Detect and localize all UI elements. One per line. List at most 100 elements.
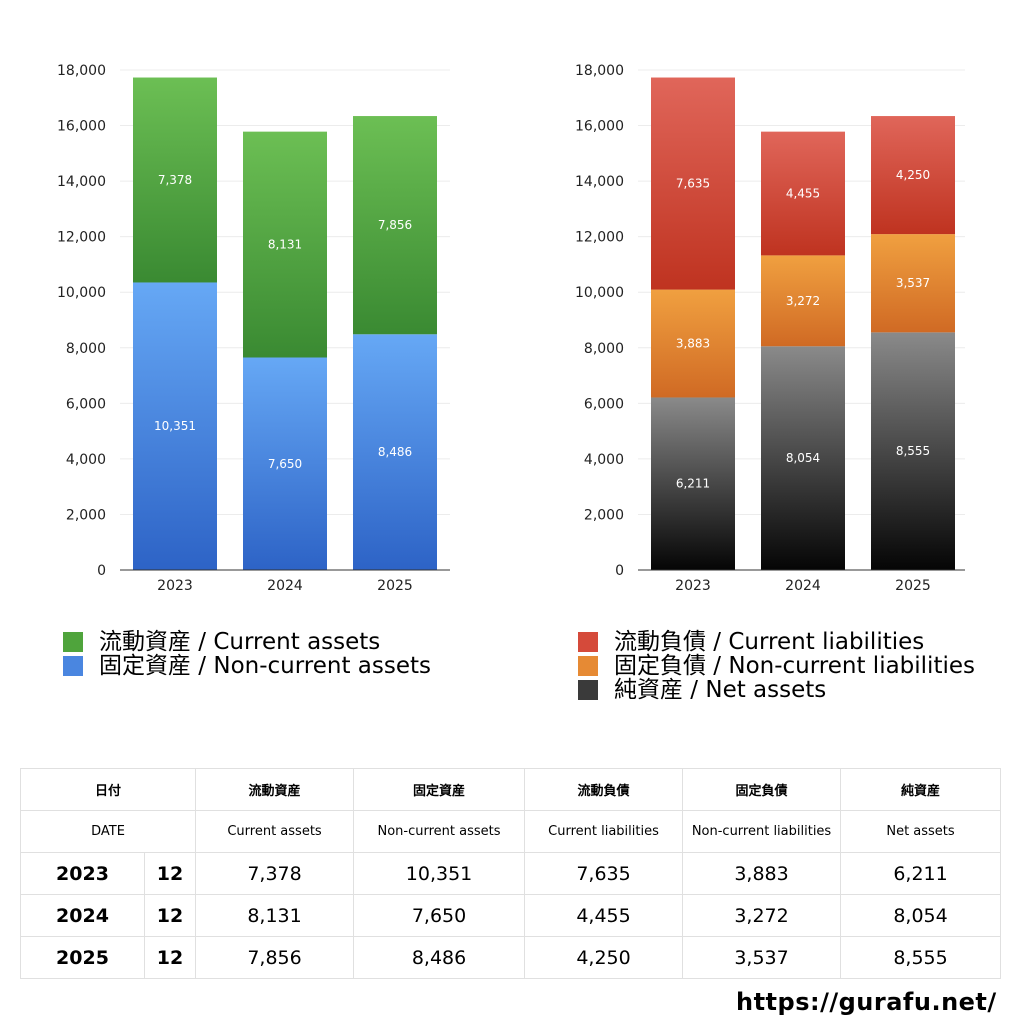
table-header-row: 日付 流動資産 固定資産 流動負債 固定負債 純資産 (19, 768, 1002, 811)
table-header-cell: 流動資産 (195, 768, 355, 811)
bar-segment (243, 131, 327, 358)
y-tick-label: 14,000 (575, 174, 624, 190)
financial-table: 日付 流動資産 固定資産 流動負債 固定負債 純資産 DATE Current … (19, 768, 1002, 979)
data-label: 6,211 (676, 477, 710, 491)
assets-chart: 0 2,000 4,000 6,000 8,000 10,000 12,000 14,000 1… (57, 63, 450, 594)
legend-swatch (578, 680, 598, 700)
y-tick-label: 8,000 (584, 341, 624, 357)
data-label: 8,486 (378, 445, 412, 459)
table-header-cell: Non-current liabilities (682, 810, 842, 853)
value-cell: 3,883 (682, 852, 842, 895)
liabilities-legend: 流動負債 / Current liabilities 固定負債 / Non-cu… (578, 630, 975, 702)
table-header-cell: Current liabilities (524, 810, 684, 853)
value-cell: 8,131 (195, 894, 355, 937)
bar-segment (761, 255, 845, 347)
value-cell: 4,250 (524, 936, 684, 979)
table-header-cell: 固定負債 (682, 768, 842, 811)
assets-legend: 流動資産 / Current assets 固定資産 / Non-current… (63, 630, 431, 678)
y-tick-label: 18,000 (57, 63, 106, 79)
data-label: 7,635 (676, 177, 710, 191)
y-tick-label: 0 (615, 563, 624, 579)
y-tick-label: 8,000 (66, 341, 106, 357)
y-tick-label: 12,000 (575, 230, 624, 246)
data-label: 8,054 (786, 451, 820, 465)
legend-swatch (63, 656, 83, 676)
y-tick-label: 12,000 (57, 230, 106, 246)
x-tick-label: 2025 (895, 578, 931, 594)
bar-segment (353, 116, 437, 335)
x-tick-label: 2023 (675, 578, 711, 594)
table-header-cell: 純資産 (840, 768, 1002, 811)
table-header-row-en: DATE Current assets Non-current assets C… (19, 810, 1002, 853)
month-cell: 12 (143, 936, 197, 979)
y-tick-label: 4,000 (584, 452, 624, 468)
bar-segment (871, 332, 955, 570)
legend-swatch (578, 656, 598, 676)
bar-segment (133, 77, 217, 283)
bar-segment (871, 116, 955, 235)
y-tick-label: 0 (97, 563, 106, 579)
value-cell: 7,856 (195, 936, 355, 979)
value-cell: 3,272 (682, 894, 842, 937)
y-tick-label: 14,000 (57, 174, 106, 190)
table-row: 2025 12 7,856 8,486 4,250 3,537 8,555 (20, 936, 1002, 979)
year-cell: 2024 (20, 894, 145, 937)
legend-label: 固定資産 / Non-current assets (99, 653, 432, 679)
legend-label: 流動資産 / Current assets (99, 629, 381, 655)
data-label: 7,650 (268, 457, 302, 471)
month-cell: 12 (143, 852, 197, 895)
value-cell: 8,054 (840, 894, 1002, 937)
bar-segment (651, 397, 735, 570)
x-tick-label: 2024 (267, 578, 303, 594)
legend-label: 流動負債 / Current liabilities (614, 629, 925, 655)
legend-item-non-current-liabilities: 固定負債 / Non-current liabilities (578, 654, 975, 678)
table-header-cell: DATE (19, 810, 197, 853)
table-header-cell: Current assets (195, 810, 355, 853)
year-cell: 2025 (20, 936, 145, 979)
legend-label: 固定負債 / Non-current liabilities (614, 653, 975, 679)
bar-segment (871, 234, 955, 333)
value-cell: 3,537 (682, 936, 842, 979)
data-label: 3,883 (676, 337, 710, 351)
data-label: 8,131 (268, 238, 302, 252)
bar-segment (761, 131, 845, 256)
table-row: 2024 12 8,131 7,650 4,455 3,272 8,054 (20, 894, 1002, 937)
month-cell: 12 (143, 894, 197, 937)
table-header-cell: Non-current assets (353, 810, 526, 853)
x-tick-label: 2023 (157, 578, 193, 594)
bar-segment (353, 334, 437, 570)
legend-item-current-liabilities: 流動負債 / Current liabilities (578, 630, 975, 654)
y-tick-label: 10,000 (57, 285, 106, 301)
data-label: 7,378 (158, 173, 192, 187)
data-label: 4,250 (896, 168, 930, 182)
data-label: 3,537 (896, 276, 930, 290)
bar-segment (761, 346, 845, 570)
y-tick-label: 4,000 (66, 452, 106, 468)
liabilities-chart: 0 2,000 4,000 6,000 8,000 10,000 12,000 14,000 1… (575, 63, 965, 594)
bar-segment (651, 77, 735, 290)
table-header-cell: 日付 (19, 768, 197, 811)
data-label: 4,455 (786, 187, 820, 201)
bar-segment (243, 357, 327, 570)
legend-item-non-current-assets: 固定資産 / Non-current assets (63, 654, 431, 678)
legend-swatch (578, 632, 598, 652)
legend-item-current-assets: 流動資産 / Current assets (63, 630, 431, 654)
y-tick-label: 16,000 (575, 119, 624, 135)
data-label: 7,856 (378, 218, 412, 232)
site-url: https://gurafu.net/ (736, 988, 997, 1016)
value-cell: 10,351 (353, 852, 526, 895)
value-cell: 8,486 (353, 936, 526, 979)
year-cell: 2023 (20, 852, 145, 895)
y-tick-label: 2,000 (584, 507, 624, 523)
bar-segment (651, 289, 735, 398)
table-header-cell: 流動負債 (524, 768, 684, 811)
y-tick-label: 2,000 (66, 507, 106, 523)
y-tick-label: 18,000 (575, 63, 624, 79)
value-cell: 7,650 (353, 894, 526, 937)
legend-label: 純資産 / Net assets (614, 677, 827, 703)
value-cell: 6,211 (840, 852, 1002, 895)
y-tick-label: 10,000 (575, 285, 624, 301)
data-label: 10,351 (154, 419, 196, 433)
value-cell: 8,555 (840, 936, 1002, 979)
legend-item-net-assets: 純資産 / Net assets (578, 678, 975, 702)
